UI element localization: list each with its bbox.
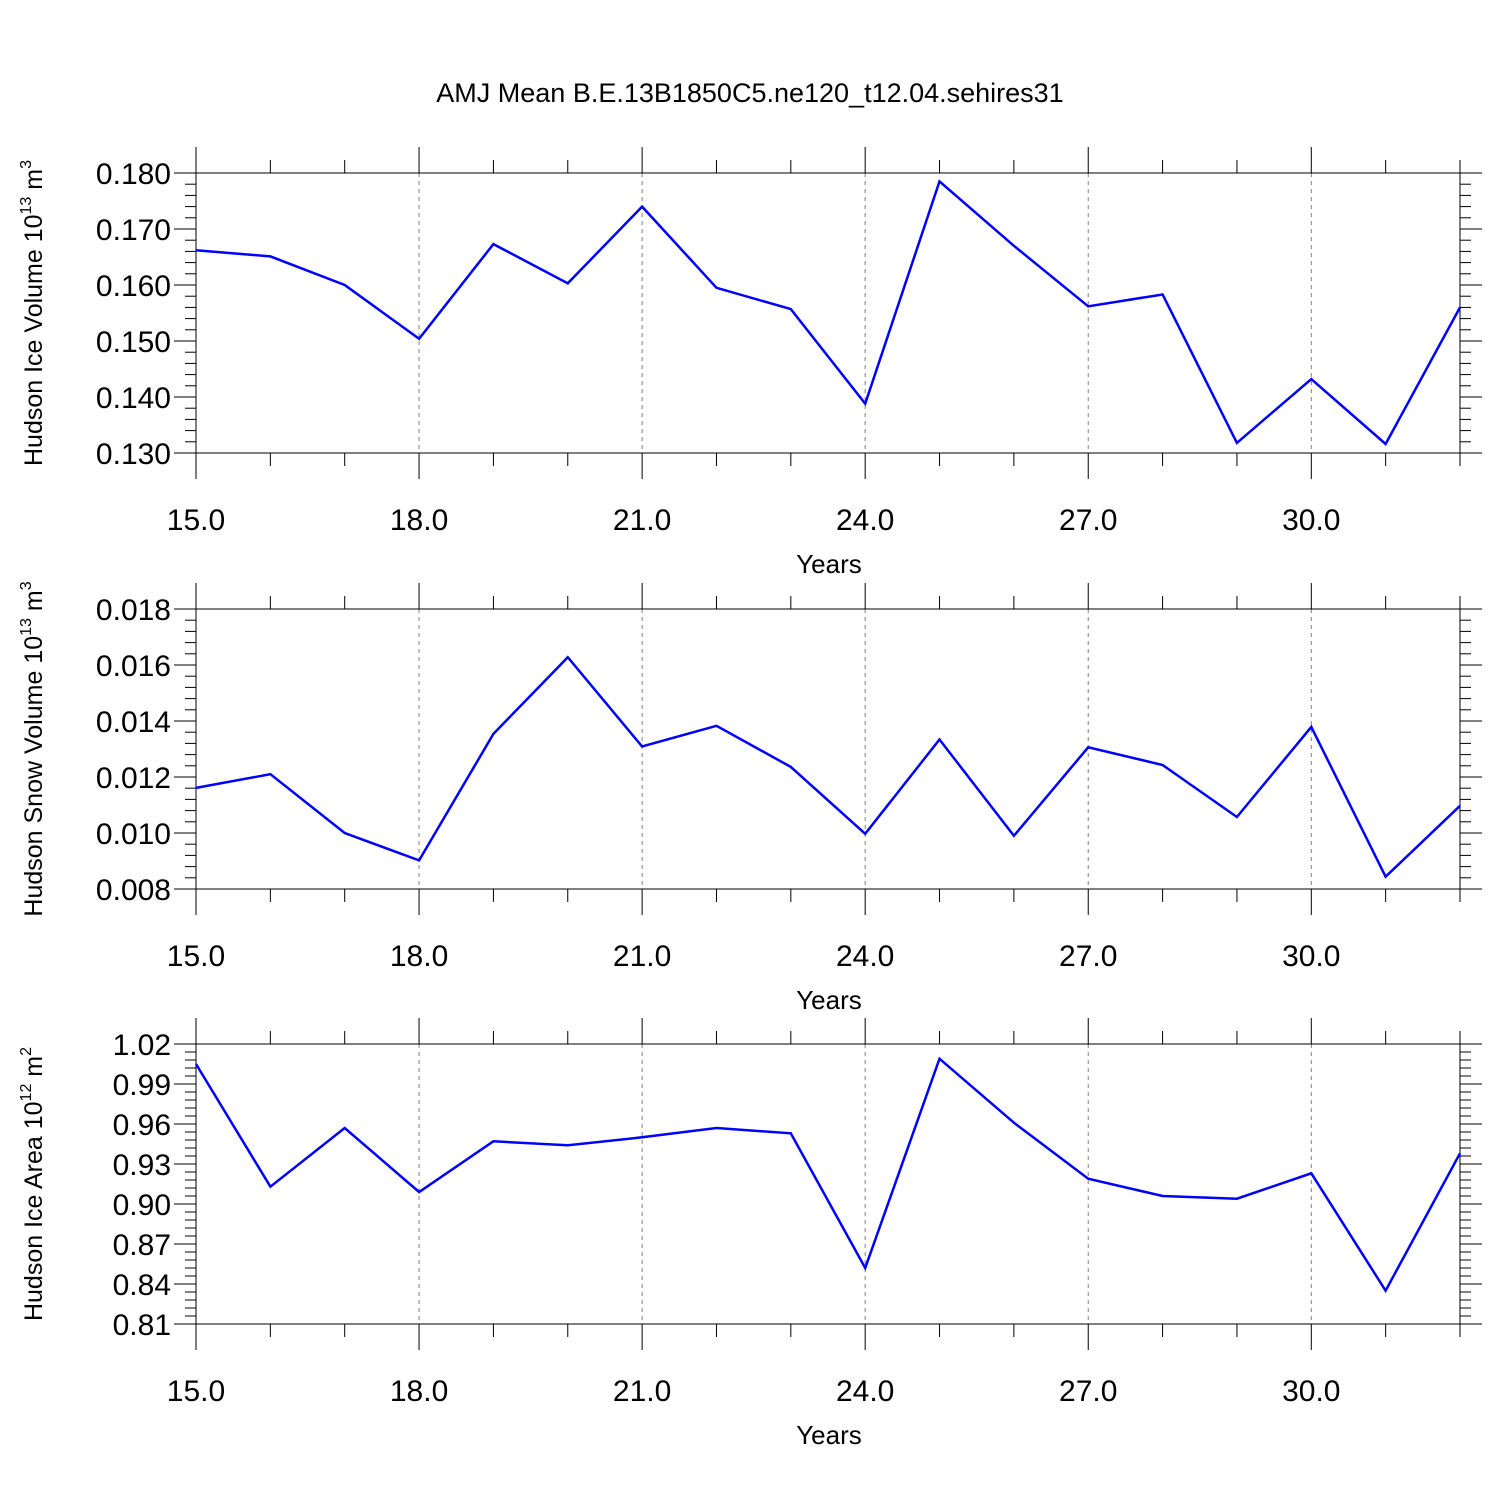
plot-frame [195, 608, 1461, 890]
x-tick-label: 27.0 [1059, 504, 1117, 537]
y-tick-label: 0.170 [96, 214, 171, 247]
y-tick-label: 0.010 [96, 818, 171, 851]
series-line [195, 655, 1461, 879]
y-tick-label: 0.96 [113, 1109, 171, 1142]
y-tick-label: 0.016 [96, 650, 171, 683]
x-tick-label: 21.0 [613, 1375, 671, 1408]
y-axis-label: Hudson Ice Volume 1013 m3 [18, 160, 48, 466]
y-tick-label: 0.160 [96, 270, 171, 303]
y-axis-label: Hudson Ice Area 1012 m2 [18, 1047, 48, 1321]
y-tick-label: 0.140 [96, 382, 171, 415]
y-axis-label: Hudson Snow Volume 1013 m3 [18, 581, 48, 916]
y-tick-label: 0.84 [113, 1269, 171, 1302]
y-tick-label: 0.93 [113, 1149, 171, 1182]
y-tick-label: 0.81 [113, 1309, 171, 1342]
x-tick-label: 24.0 [836, 504, 894, 537]
y-tick-label: 0.008 [96, 874, 171, 907]
y-tick-label: 0.014 [96, 706, 171, 739]
x-axis-label: Years [796, 1420, 862, 1450]
y-tick-label: 0.87 [113, 1229, 171, 1262]
plot-frame [195, 1043, 1461, 1325]
x-tick-label: 30.0 [1282, 1375, 1340, 1408]
y-tick-label: 0.90 [113, 1189, 171, 1222]
x-tick-label: 18.0 [390, 1375, 448, 1408]
chart-panel-1: 0.130 0.140 0.150 0.160 0.170 0.180 15.0 18.0 21… [18, 147, 1482, 579]
x-axis-label: Years [796, 985, 862, 1015]
x-tick-label: 27.0 [1059, 1375, 1117, 1408]
x-tick-label: 21.0 [613, 940, 671, 973]
x-tick-label: 15.0 [167, 940, 225, 973]
x-tick-label: 21.0 [613, 504, 671, 537]
x-axis-label: Years [796, 549, 862, 579]
y-tick-label: 0.99 [113, 1069, 171, 1102]
x-tick-label: 15.0 [167, 1375, 225, 1408]
chart-title: AMJ Mean B.E.13B1850C5.ne120_t12.04.sehi… [436, 78, 1064, 108]
x-tick-label: 18.0 [390, 940, 448, 973]
y-tick-label: 1.02 [113, 1029, 171, 1062]
chart-panel-2: 0.008 0.010 0.012 0.014 0.016 0.018 15.0 18.0 21… [18, 581, 1482, 1015]
y-tick-label: 0.012 [96, 762, 171, 795]
y-tick-label: 0.150 [96, 326, 171, 359]
series-line [195, 179, 1462, 446]
y-tick-label: 0.180 [96, 158, 171, 191]
x-tick-label: 30.0 [1282, 940, 1340, 973]
x-tick-label: 27.0 [1059, 940, 1117, 973]
series-line [194, 1056, 1462, 1294]
y-tick-label: 0.018 [96, 594, 171, 627]
x-tick-label: 15.0 [167, 504, 225, 537]
x-tick-label: 24.0 [836, 940, 894, 973]
plot-frame [195, 172, 1461, 454]
chart-panel-3: 0.81 0.84 0.87 0.90 0.93 0.96 0.99 1.02 15.0 18.0… [18, 1018, 1482, 1450]
x-tick-label: 30.0 [1282, 504, 1340, 537]
y-tick-label: 0.130 [96, 438, 171, 471]
x-tick-label: 18.0 [390, 504, 448, 537]
x-tick-label: 24.0 [836, 1375, 894, 1408]
